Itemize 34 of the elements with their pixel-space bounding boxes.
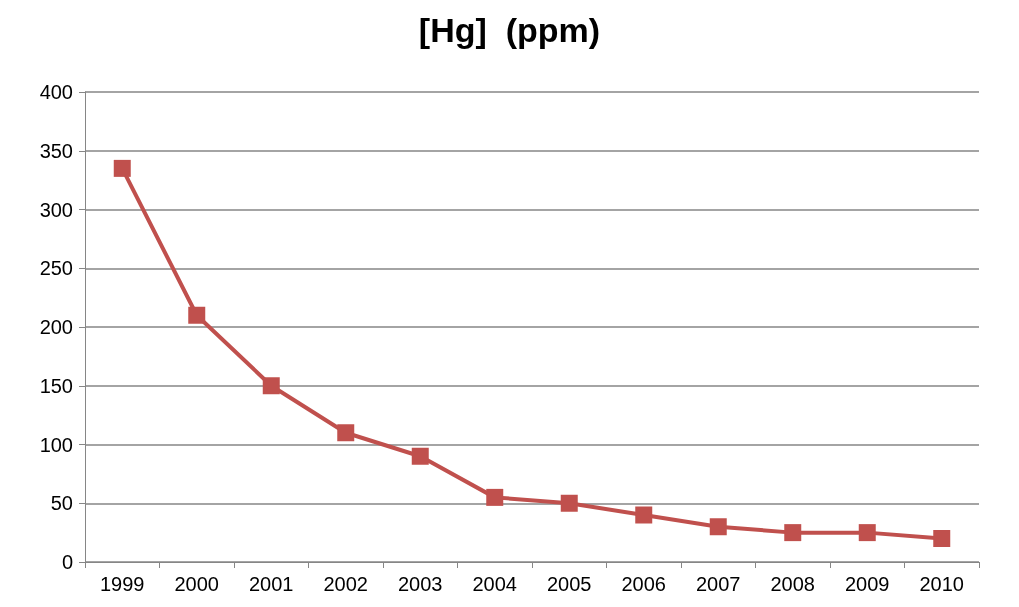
y-tick-label: 150 — [39, 374, 73, 397]
chart-title: [Hg] (ppm) — [418, 11, 601, 49]
point — [858, 524, 876, 542]
point — [560, 494, 578, 512]
x-tick-label: 2000 — [174, 573, 219, 595]
point — [933, 530, 951, 547]
x-tick-label: 2002 — [323, 573, 368, 595]
x-tick-label: 2008 — [770, 573, 815, 595]
point — [635, 506, 653, 524]
x-tick-label: 2004 — [472, 573, 517, 595]
point — [411, 447, 429, 465]
y-tick-label: 100 — [39, 433, 73, 456]
y-tick-label: 200 — [39, 316, 73, 338]
y-tick-label: 400 — [39, 81, 73, 103]
point — [188, 306, 206, 324]
x-tick-label: 2009 — [845, 573, 890, 595]
x-tick-label: 2007 — [696, 573, 741, 595]
y-tick-label: 0 — [61, 551, 73, 573]
y-tick-label: 350 — [39, 139, 73, 162]
x-tick-label: 1999 — [100, 573, 145, 595]
point — [337, 424, 355, 442]
y-tick-label: 250 — [39, 257, 73, 280]
x-tick-label: 2006 — [621, 573, 666, 595]
point — [486, 488, 504, 506]
x-tick-label: 2005 — [547, 573, 592, 595]
y-tick-label: 300 — [39, 198, 73, 221]
point — [262, 377, 280, 395]
x-tick-label: 2003 — [398, 573, 443, 595]
point — [709, 518, 727, 536]
point — [113, 159, 131, 177]
point — [784, 524, 802, 542]
x-tick-label: 2001 — [249, 573, 294, 595]
x-tick-label: 2010 — [919, 573, 964, 595]
y-tick-label: 50 — [50, 492, 73, 515]
